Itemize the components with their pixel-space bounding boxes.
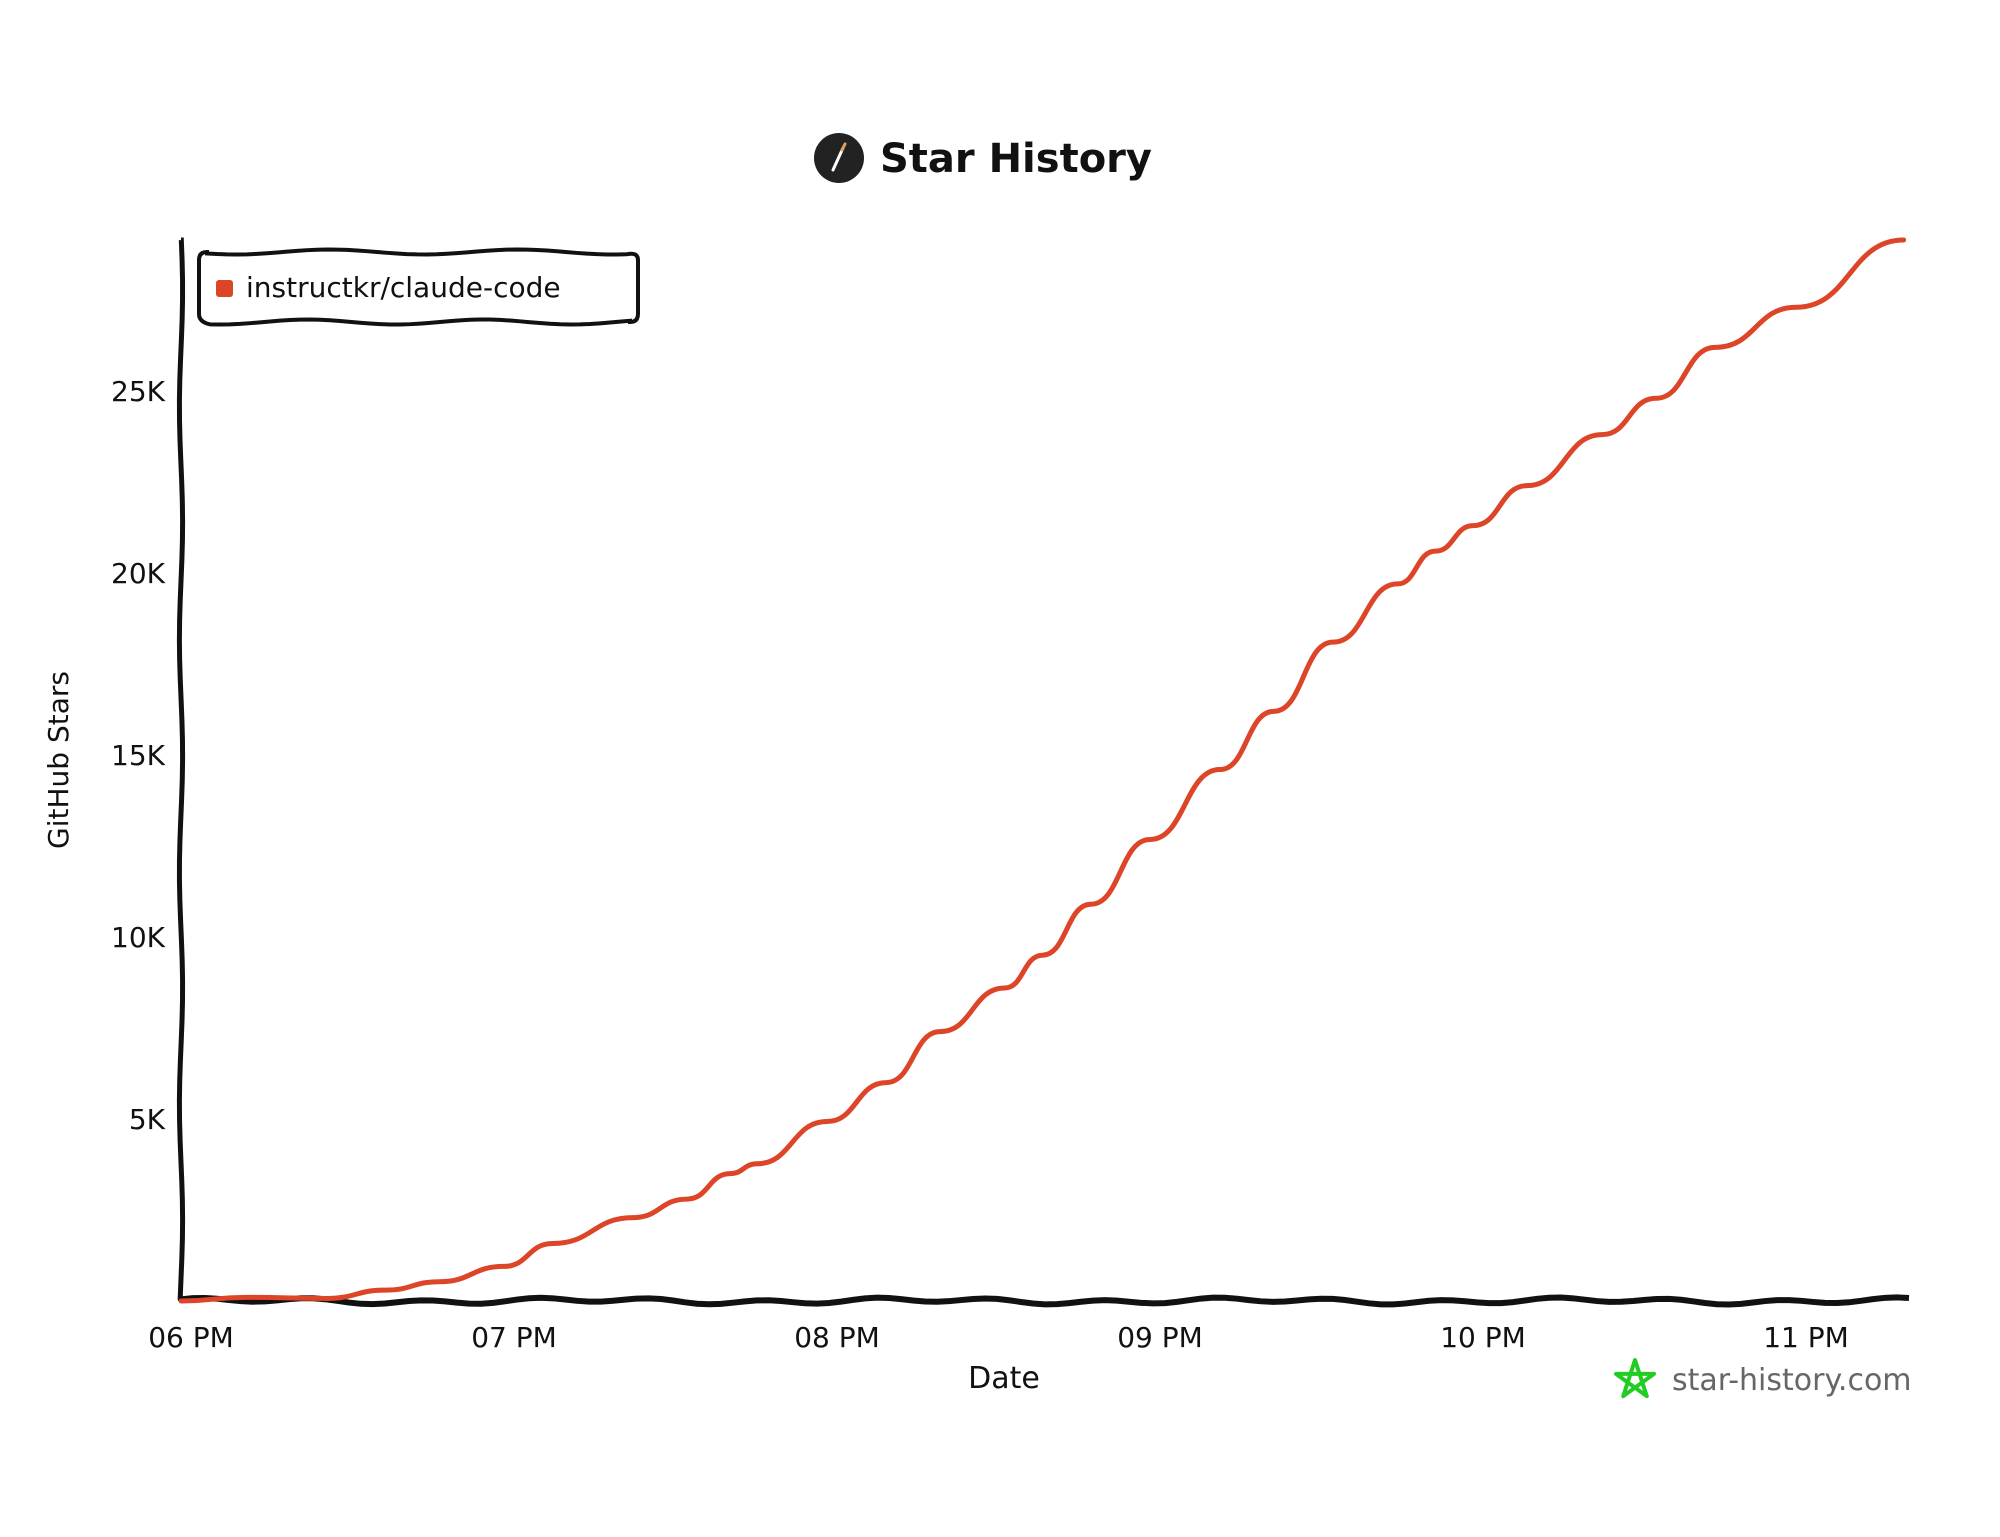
legend-swatch bbox=[216, 280, 233, 297]
x-tick-label: 06 PM bbox=[148, 1321, 234, 1354]
title-group: Star History bbox=[814, 133, 1152, 183]
x-axis-label: Date bbox=[968, 1361, 1040, 1396]
x-tick-label: 08 PM bbox=[794, 1321, 880, 1354]
y-tick-label: 20K bbox=[111, 557, 166, 590]
x-tick-label: 07 PM bbox=[471, 1321, 557, 1354]
watermark-text: star-history.com bbox=[1672, 1363, 1912, 1398]
y-tick-label: 25K bbox=[111, 375, 166, 408]
y-tick-label: 10K bbox=[111, 921, 166, 954]
y-axis-line bbox=[179, 240, 182, 1300]
legend-label: instructkr/claude-code bbox=[246, 271, 561, 304]
x-tick-label: 09 PM bbox=[1117, 1321, 1203, 1354]
y-tick-label: 15K bbox=[111, 739, 166, 772]
y-tick-label: 5K bbox=[129, 1103, 166, 1136]
legend[interactable]: instructkr/claude-code bbox=[199, 250, 638, 325]
x-tick-label: 10 PM bbox=[1440, 1321, 1526, 1354]
x-tick-labels: 06 PM 07 PM 08 PM 09 PM 10 PM 11 PM bbox=[148, 1321, 1849, 1354]
chart-title: Star History bbox=[880, 136, 1152, 182]
series-layer bbox=[181, 240, 1904, 1301]
star-icon bbox=[1616, 1360, 1654, 1396]
y-tick-labels: 5K 10K 15K 20K 25K bbox=[111, 375, 166, 1136]
x-axis-line bbox=[181, 1297, 1909, 1304]
x-tick-label: 11 PM bbox=[1763, 1321, 1849, 1354]
watermark[interactable]: star-history.com bbox=[1616, 1360, 1912, 1398]
series-line bbox=[181, 240, 1904, 1301]
y-axis-label: GitHub Stars bbox=[42, 671, 75, 849]
